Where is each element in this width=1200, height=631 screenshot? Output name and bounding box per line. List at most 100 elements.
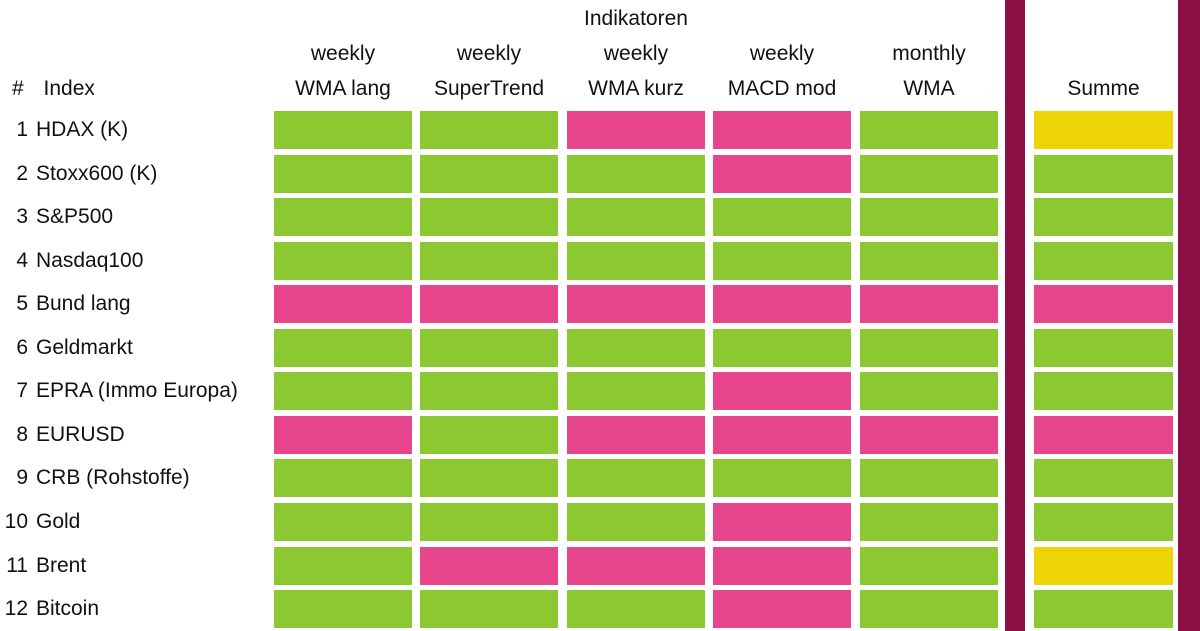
row-label-hdax-k: HDAX (K) bbox=[36, 118, 129, 141]
signal-cell bbox=[567, 372, 705, 410]
summe-cell bbox=[1034, 198, 1173, 236]
row-number: 8 bbox=[16, 423, 28, 446]
signal-cell bbox=[274, 416, 412, 454]
signal-cell bbox=[274, 242, 412, 280]
signal-cell bbox=[713, 285, 851, 323]
row-label-bitcoin: Bitcoin bbox=[36, 597, 100, 620]
signal-cell bbox=[713, 416, 851, 454]
summe-cell bbox=[1034, 416, 1173, 454]
signal-cell bbox=[567, 503, 705, 541]
index-header-label: Index bbox=[43, 77, 95, 100]
signal-cell bbox=[567, 242, 705, 280]
signal-cell bbox=[860, 590, 998, 628]
summe-cell bbox=[1034, 242, 1173, 280]
summe-cell bbox=[1034, 459, 1173, 497]
column-header-supertrend: SuperTrend bbox=[433, 77, 545, 100]
row-label-stoxx600-k: Stoxx600 (K) bbox=[36, 162, 158, 185]
signal-cell bbox=[420, 503, 558, 541]
signal-cell bbox=[567, 547, 705, 585]
summe-column-header: Summe bbox=[1067, 77, 1140, 100]
row-number: 4 bbox=[16, 249, 28, 272]
signal-cell bbox=[567, 155, 705, 193]
row-label-crb-rohstoffe: CRB (Rohstoffe) bbox=[36, 466, 190, 489]
column-header-wma-lang: WMA lang bbox=[295, 77, 391, 100]
summe-cell bbox=[1034, 285, 1173, 323]
summe-cell bbox=[1034, 329, 1173, 367]
signal-cell bbox=[420, 547, 558, 585]
signal-cell bbox=[713, 590, 851, 628]
row-number: 11 bbox=[6, 554, 28, 577]
row-number: 10 bbox=[4, 510, 28, 533]
signal-cell bbox=[420, 198, 558, 236]
summe-cell bbox=[1034, 503, 1173, 541]
signal-cell bbox=[274, 329, 412, 367]
summe-cell bbox=[1034, 590, 1173, 628]
signal-cell bbox=[567, 590, 705, 628]
signal-cell bbox=[420, 155, 558, 193]
signal-cell bbox=[713, 503, 851, 541]
signal-cell bbox=[567, 198, 705, 236]
row-label-brent: Brent bbox=[36, 554, 87, 577]
signal-cell bbox=[713, 155, 851, 193]
signal-cell bbox=[567, 329, 705, 367]
signal-cell bbox=[274, 503, 412, 541]
signal-cell bbox=[713, 547, 851, 585]
signal-cell bbox=[420, 372, 558, 410]
row-number: 6 bbox=[16, 336, 28, 359]
signal-cell bbox=[274, 459, 412, 497]
row-label-eurusd: EURUSD bbox=[36, 423, 125, 446]
signal-cell bbox=[713, 372, 851, 410]
signal-cell bbox=[567, 416, 705, 454]
signal-cell bbox=[274, 590, 412, 628]
row-label-nasdaq100: Nasdaq100 bbox=[36, 249, 144, 272]
row-number: 2 bbox=[16, 162, 28, 185]
row-number: 12 bbox=[4, 597, 28, 620]
row-number: 3 bbox=[16, 205, 28, 228]
row-label-gold: Gold bbox=[36, 510, 81, 533]
signal-cell bbox=[860, 372, 998, 410]
signal-cell bbox=[420, 285, 558, 323]
signal-cell bbox=[860, 459, 998, 497]
column-header-wma: WMA bbox=[903, 77, 955, 100]
row-number: 1 bbox=[16, 118, 28, 141]
signal-cell bbox=[713, 459, 851, 497]
signal-cell bbox=[274, 547, 412, 585]
signal-cell bbox=[274, 372, 412, 410]
signal-cell bbox=[860, 111, 998, 149]
signal-cell bbox=[713, 329, 851, 367]
column-header-period-wma-lang: weekly bbox=[310, 42, 376, 65]
row-number: 5 bbox=[16, 292, 28, 315]
row-label-epra-immo-europa: EPRA (Immo Europa) bbox=[36, 379, 238, 402]
row-label-bund-lang: Bund lang bbox=[36, 292, 131, 315]
signal-cell bbox=[420, 459, 558, 497]
signal-cell bbox=[274, 285, 412, 323]
signal-cell bbox=[860, 242, 998, 280]
signal-cell bbox=[860, 416, 998, 454]
row-label-s-p500: S&P500 bbox=[36, 205, 114, 228]
signal-cell bbox=[420, 111, 558, 149]
column-header-wma-kurz: WMA kurz bbox=[588, 77, 684, 100]
row-number-header: # bbox=[12, 77, 24, 100]
signal-cell bbox=[860, 198, 998, 236]
signal-cell bbox=[713, 198, 851, 236]
signal-cell bbox=[567, 459, 705, 497]
row-label-geldmarkt: Geldmarkt bbox=[36, 336, 133, 359]
signal-cell bbox=[420, 242, 558, 280]
summe-cell bbox=[1034, 111, 1173, 149]
signal-cell bbox=[274, 155, 412, 193]
signal-cell bbox=[860, 329, 998, 367]
signal-cell bbox=[274, 198, 412, 236]
signal-cell bbox=[420, 416, 558, 454]
signal-cell bbox=[860, 503, 998, 541]
row-number: 7 bbox=[16, 379, 28, 402]
signal-cell bbox=[713, 111, 851, 149]
summe-cell bbox=[1034, 155, 1173, 193]
summe-cell bbox=[1034, 547, 1173, 585]
signal-cell bbox=[713, 242, 851, 280]
signal-cell bbox=[420, 329, 558, 367]
divider-bar-right bbox=[1178, 0, 1200, 631]
signal-cell bbox=[567, 285, 705, 323]
chart-title: Indikatoren bbox=[584, 7, 688, 30]
column-header-period-supertrend: weekly bbox=[456, 42, 522, 65]
